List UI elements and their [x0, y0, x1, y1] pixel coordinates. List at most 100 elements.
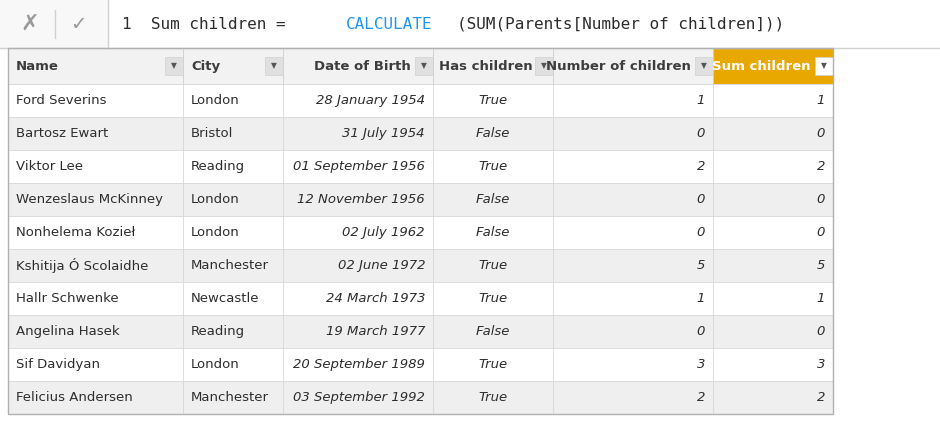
- Text: ✓: ✓: [70, 14, 86, 34]
- Bar: [265, 57, 283, 75]
- Bar: [713, 117, 833, 150]
- Bar: [433, 348, 553, 381]
- Text: True: True: [478, 259, 508, 272]
- Bar: [165, 57, 183, 75]
- Text: Nonhelema Kozieł: Nonhelema Kozieł: [16, 226, 135, 239]
- Bar: [695, 57, 713, 75]
- Bar: [183, 381, 283, 414]
- Text: 0: 0: [697, 127, 705, 140]
- Bar: [283, 117, 433, 150]
- Bar: [713, 48, 833, 84]
- Bar: [0, 0, 108, 48]
- Text: London: London: [191, 193, 240, 206]
- Bar: [183, 348, 283, 381]
- Bar: [283, 348, 433, 381]
- Bar: [433, 117, 553, 150]
- Text: ▼: ▼: [421, 62, 427, 71]
- Text: 31 July 1954: 31 July 1954: [342, 127, 425, 140]
- Bar: [0, 0, 940, 48]
- Bar: [553, 249, 713, 282]
- Text: Sum children: Sum children: [713, 60, 811, 73]
- Text: True: True: [478, 160, 508, 173]
- Bar: [433, 48, 553, 84]
- Text: ▼: ▼: [821, 62, 827, 71]
- Bar: [553, 84, 713, 117]
- Text: 12 November 1956: 12 November 1956: [297, 193, 425, 206]
- Text: 02 June 1972: 02 June 1972: [337, 259, 425, 272]
- Text: 2: 2: [817, 391, 825, 404]
- Text: London: London: [191, 358, 240, 371]
- Text: Sif Davidyan: Sif Davidyan: [16, 358, 100, 371]
- Text: 3: 3: [817, 358, 825, 371]
- Text: True: True: [478, 358, 508, 371]
- Text: 2: 2: [697, 391, 705, 404]
- Bar: [283, 249, 433, 282]
- Bar: [8, 183, 183, 216]
- Text: 28 January 1954: 28 January 1954: [316, 94, 425, 107]
- Text: Reading: Reading: [191, 325, 245, 338]
- Bar: [8, 348, 183, 381]
- Text: Kshitija Ó Scolaidhe: Kshitija Ó Scolaidhe: [16, 258, 149, 273]
- Bar: [713, 150, 833, 183]
- Bar: [283, 282, 433, 315]
- Text: 1: 1: [697, 292, 705, 305]
- Bar: [283, 150, 433, 183]
- Bar: [183, 117, 283, 150]
- Bar: [433, 150, 553, 183]
- Text: 1: 1: [817, 292, 825, 305]
- Bar: [283, 315, 433, 348]
- Bar: [713, 84, 833, 117]
- Bar: [8, 249, 183, 282]
- Bar: [553, 150, 713, 183]
- Text: True: True: [478, 292, 508, 305]
- Bar: [553, 315, 713, 348]
- Text: (SUM(Parents[Number of children])): (SUM(Parents[Number of children])): [458, 17, 785, 31]
- Text: 24 March 1973: 24 March 1973: [325, 292, 425, 305]
- Text: 0: 0: [817, 127, 825, 140]
- Text: 0: 0: [817, 325, 825, 338]
- Text: London: London: [191, 226, 240, 239]
- Bar: [183, 150, 283, 183]
- Bar: [713, 315, 833, 348]
- Bar: [283, 216, 433, 249]
- Text: Bristol: Bristol: [191, 127, 233, 140]
- Text: Wenzeslaus McKinney: Wenzeslaus McKinney: [16, 193, 163, 206]
- Bar: [553, 381, 713, 414]
- Text: ✗: ✗: [21, 14, 39, 34]
- Text: 0: 0: [697, 325, 705, 338]
- Text: 01 September 1956: 01 September 1956: [293, 160, 425, 173]
- Bar: [283, 381, 433, 414]
- Bar: [815, 57, 833, 75]
- Text: Angelina Hasek: Angelina Hasek: [16, 325, 119, 338]
- Text: ▼: ▼: [701, 62, 707, 71]
- Bar: [183, 249, 283, 282]
- Text: 5: 5: [817, 259, 825, 272]
- Text: ▼: ▼: [541, 62, 547, 71]
- Text: False: False: [476, 193, 510, 206]
- Text: False: False: [476, 226, 510, 239]
- Text: Felicius Andersen: Felicius Andersen: [16, 391, 133, 404]
- Bar: [553, 282, 713, 315]
- Bar: [433, 315, 553, 348]
- Bar: [8, 117, 183, 150]
- Text: 0: 0: [697, 226, 705, 239]
- Text: CALCULATE: CALCULATE: [346, 17, 432, 31]
- Text: True: True: [478, 94, 508, 107]
- Text: 2: 2: [817, 160, 825, 173]
- Bar: [553, 117, 713, 150]
- Text: Hallr Schwenke: Hallr Schwenke: [16, 292, 118, 305]
- Text: Has children: Has children: [439, 60, 533, 73]
- Text: 0: 0: [817, 226, 825, 239]
- Bar: [713, 348, 833, 381]
- Bar: [283, 183, 433, 216]
- Bar: [713, 282, 833, 315]
- Text: City: City: [191, 60, 220, 73]
- Bar: [283, 84, 433, 117]
- Text: Ford Severins: Ford Severins: [16, 94, 106, 107]
- Text: 03 September 1992: 03 September 1992: [293, 391, 425, 404]
- Bar: [8, 48, 833, 414]
- Bar: [183, 315, 283, 348]
- Text: Name: Name: [16, 60, 59, 73]
- Bar: [183, 282, 283, 315]
- Bar: [553, 48, 713, 84]
